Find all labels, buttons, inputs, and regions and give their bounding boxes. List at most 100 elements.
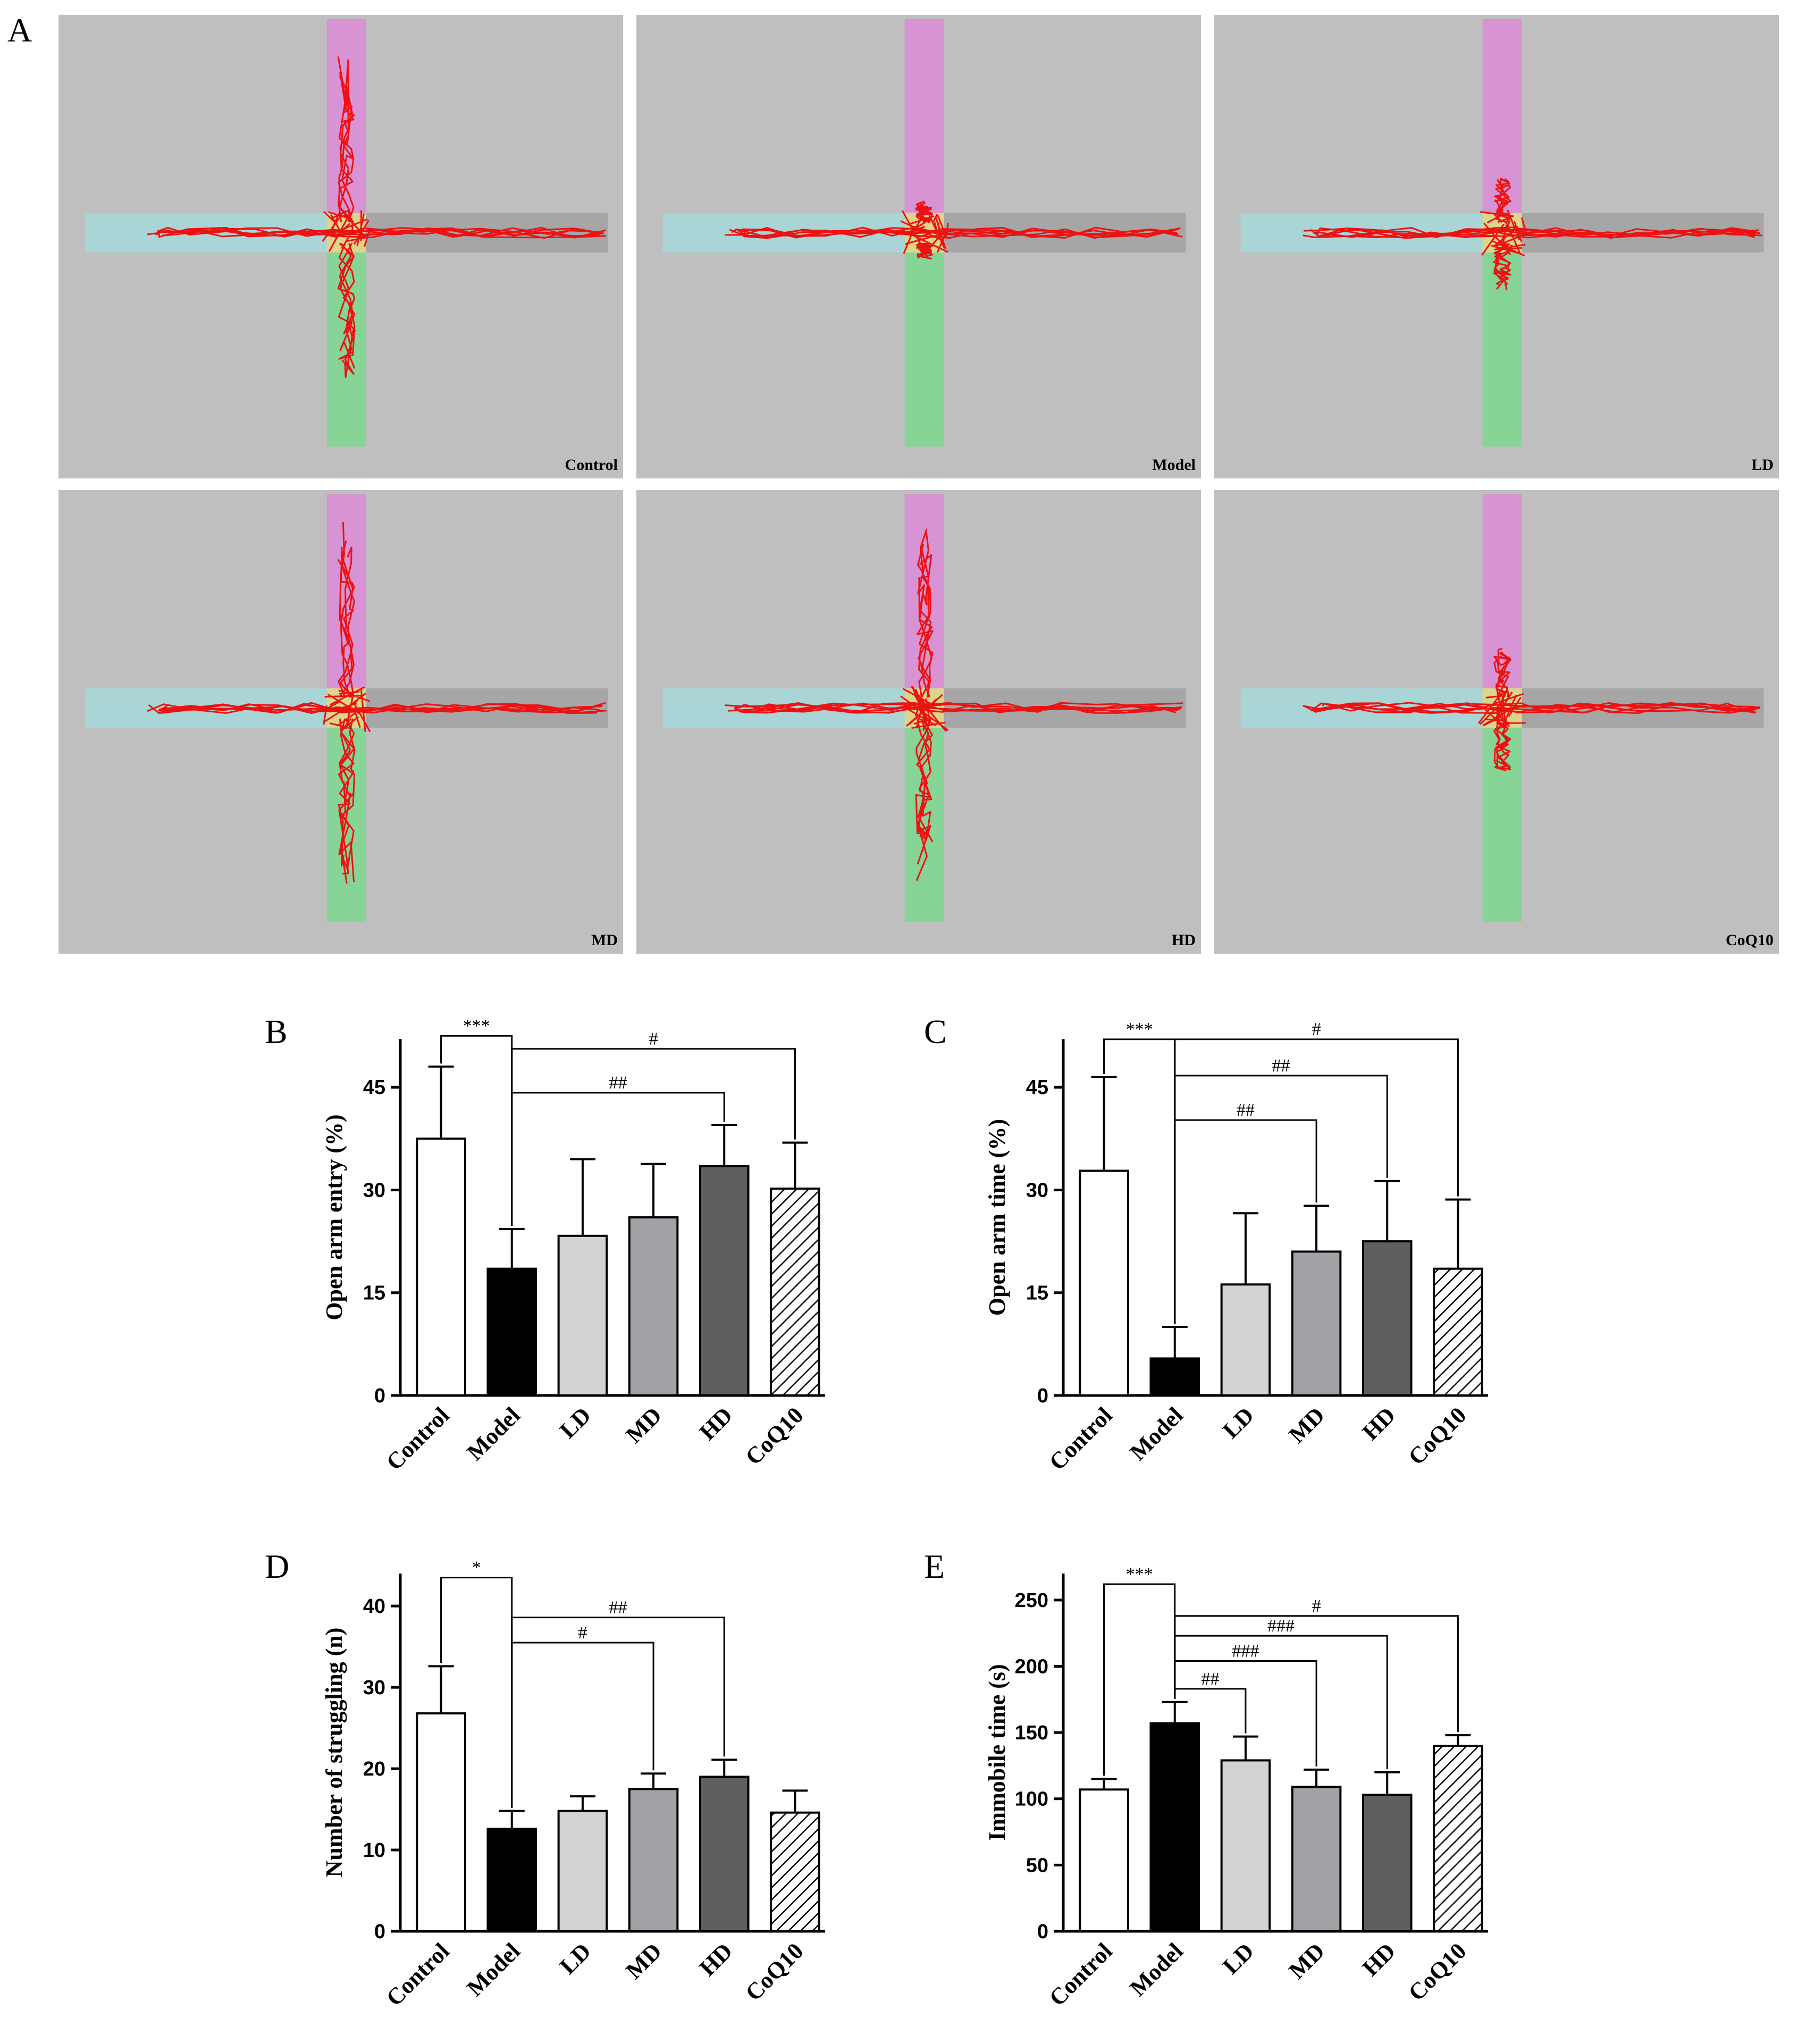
open-arm-top bbox=[1482, 494, 1522, 688]
y-tick-label: 250 bbox=[1015, 1589, 1048, 1612]
error-bar bbox=[1374, 1180, 1400, 1242]
significance-bracket bbox=[1174, 1119, 1317, 1324]
x-tick-label: LD bbox=[1217, 1938, 1259, 1979]
open-arm-bottom bbox=[904, 252, 944, 447]
bar-hd bbox=[1362, 1240, 1413, 1397]
bar-hd bbox=[1362, 1794, 1413, 1932]
y-tick-label: 30 bbox=[363, 1677, 385, 1699]
maze-label: HD bbox=[1172, 931, 1196, 949]
x-tick-label: Model bbox=[461, 1938, 525, 2001]
maze-label: CoQ10 bbox=[1726, 931, 1774, 949]
significance-bracket bbox=[1174, 1688, 1247, 1734]
error-bar bbox=[569, 1158, 595, 1236]
chart-panel-e: E 0 50 100 150 200 250 Immobile time (s) Control… bbox=[924, 1547, 1488, 2011]
bar-coq10 bbox=[770, 1187, 820, 1397]
open-arm-bottom bbox=[1482, 727, 1522, 922]
error-bar bbox=[711, 1124, 737, 1166]
error-bar bbox=[499, 1810, 525, 1829]
x-tick-label: Control bbox=[1044, 1402, 1118, 1475]
y-tick-label: 10 bbox=[363, 1839, 385, 1862]
bar-ld bbox=[557, 1810, 608, 1932]
error-bar bbox=[1162, 1701, 1188, 1723]
maze-label: LD bbox=[1751, 456, 1774, 474]
x-tick-label: CoQ10 bbox=[741, 1402, 809, 1470]
x-tick-label: Model bbox=[1124, 1402, 1188, 1465]
y-tick-label: 30 bbox=[363, 1179, 385, 1201]
x-tick-label: LD bbox=[554, 1402, 596, 1443]
error-bar bbox=[428, 1665, 454, 1714]
significance-label: *** bbox=[1126, 1564, 1153, 1584]
y-tick-label: 0 bbox=[1037, 1385, 1048, 1407]
y-tick-label: 0 bbox=[1037, 1921, 1048, 1943]
error-bar bbox=[711, 1759, 737, 1777]
panel-letter: B bbox=[265, 1013, 288, 1050]
significance-label: # bbox=[1312, 1020, 1321, 1039]
x-tick-label: Model bbox=[461, 1402, 525, 1465]
bar-coq10 bbox=[770, 1811, 820, 1932]
x-tick-label: MD bbox=[1284, 1402, 1330, 1448]
x-tick-label: LD bbox=[554, 1938, 596, 1979]
maze-panel-2: Model bbox=[636, 15, 1201, 478]
bar-coq10 bbox=[1433, 1745, 1483, 1933]
error-bar bbox=[1445, 1198, 1471, 1269]
x-tick-label: HD bbox=[694, 1402, 737, 1445]
y-axis-title: Number of struggling (n) bbox=[321, 1628, 347, 1878]
open-arm-bottom bbox=[1482, 252, 1522, 447]
error-bar bbox=[1091, 1778, 1117, 1790]
movement-track bbox=[725, 528, 1183, 881]
maze-grid: Control Model LD MD HD CoQ10 bbox=[58, 15, 1779, 954]
significance-label: * bbox=[472, 1558, 481, 1578]
x-tick-label: HD bbox=[1357, 1402, 1400, 1445]
x-tick-label: MD bbox=[1284, 1938, 1330, 1983]
y-tick-label: 30 bbox=[1026, 1179, 1048, 1201]
y-tick-label: 15 bbox=[363, 1282, 385, 1305]
chart-panel-d: D 0 10 20 30 40 Number of struggling (n) Contro… bbox=[265, 1547, 825, 2011]
significance-label: ### bbox=[1267, 1616, 1295, 1636]
y-tick-label: 20 bbox=[363, 1758, 385, 1780]
significance-label: ### bbox=[1232, 1642, 1259, 1661]
significance-bracket bbox=[511, 1092, 725, 1226]
maze-label: Model bbox=[1152, 456, 1196, 474]
significance-label: # bbox=[1312, 1596, 1321, 1616]
error-bar bbox=[1232, 1212, 1258, 1285]
bar-md bbox=[1291, 1250, 1342, 1397]
error-bar bbox=[782, 1141, 808, 1189]
x-tick-label: CoQ10 bbox=[741, 1938, 809, 2006]
bar-coq10 bbox=[1433, 1267, 1483, 1397]
open-arm-top bbox=[326, 494, 366, 688]
significance-label: ## bbox=[609, 1073, 627, 1093]
bar-md bbox=[628, 1216, 679, 1397]
maze-panel-6: CoQ10 bbox=[1214, 490, 1779, 954]
error-bar bbox=[499, 1227, 525, 1269]
movement-track bbox=[1303, 647, 1761, 772]
x-tick-label: MD bbox=[621, 1402, 667, 1448]
panel-letter: E bbox=[924, 1547, 945, 1585]
y-axis-title: Open arm time (%) bbox=[984, 1119, 1010, 1316]
significance-bracket bbox=[1174, 1635, 1388, 1769]
significance-label: ## bbox=[1272, 1056, 1290, 1075]
bar-hd bbox=[699, 1776, 750, 1933]
panel-letter-a: A bbox=[7, 11, 32, 49]
significance-bracket bbox=[511, 1617, 725, 1808]
y-tick-label: 200 bbox=[1015, 1655, 1048, 1678]
movement-track bbox=[147, 56, 607, 378]
bar-hd bbox=[699, 1165, 750, 1397]
significance-label: # bbox=[578, 1623, 587, 1643]
open-arm-top bbox=[904, 19, 944, 213]
movement-track bbox=[1303, 178, 1762, 291]
error-bar bbox=[782, 1789, 808, 1813]
bar-control bbox=[416, 1712, 466, 1932]
error-bar bbox=[1162, 1326, 1188, 1359]
x-tick-label: CoQ10 bbox=[1404, 1402, 1472, 1470]
bar-control bbox=[416, 1137, 466, 1397]
error-bar bbox=[1374, 1771, 1400, 1795]
x-tick-label: CoQ10 bbox=[1404, 1938, 1472, 2006]
maze-panel-5: HD bbox=[636, 490, 1201, 954]
chart-panel-b: B 0 15 30 45 Open arm entry (%) Control Model LD… bbox=[265, 1013, 825, 1475]
bar-ld bbox=[557, 1234, 608, 1397]
error-bar bbox=[1445, 1734, 1471, 1746]
error-bar bbox=[1232, 1735, 1258, 1761]
bar-control bbox=[1079, 1170, 1129, 1397]
error-bar bbox=[428, 1065, 454, 1139]
